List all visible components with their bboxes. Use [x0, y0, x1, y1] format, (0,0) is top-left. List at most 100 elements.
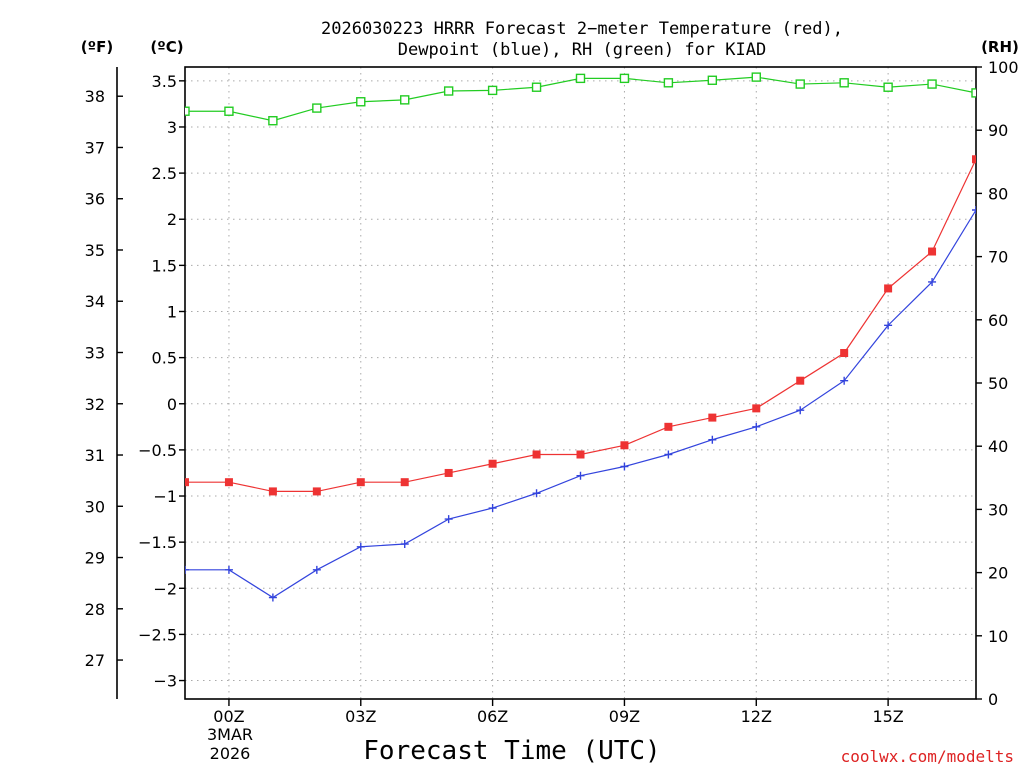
temperature-point	[185, 478, 189, 487]
dewpoint-series	[185, 206, 976, 602]
temperature-point	[268, 487, 277, 496]
temperature-point	[708, 413, 717, 422]
celsius-unit-label: (ºC)	[150, 38, 183, 56]
celsius-tick-label: 0	[167, 395, 177, 414]
dewpoint-point	[488, 504, 497, 513]
date-label-year: 2026	[210, 744, 251, 763]
x-axis: 00Z 03Z 06Z 09Z 12Z 15Z	[213, 699, 904, 726]
fahrenheit-tick-label: 35	[85, 241, 105, 260]
rh-point	[400, 95, 410, 105]
rh-point	[312, 103, 322, 113]
temperature-point	[400, 478, 409, 487]
x-tick-label: 12Z	[741, 707, 772, 726]
fahrenheit-tick-label: 38	[85, 87, 105, 106]
rh-point	[268, 116, 278, 126]
celsius-tick-label: 2.5	[152, 164, 177, 183]
rh-point	[443, 86, 454, 96]
fahrenheit-tick-label: 34	[85, 292, 105, 311]
temperature-point	[224, 478, 233, 487]
fahrenheit-tick-label: 29	[85, 549, 105, 568]
celsius-tick-label: −1.5	[138, 533, 177, 552]
celsius-tick-label: −3	[153, 672, 177, 691]
temperature-point	[356, 478, 365, 487]
temperature-point	[488, 459, 497, 468]
celsius-tick-label: 1.5	[152, 256, 177, 275]
rh-tick-label: 0	[988, 690, 998, 709]
celsius-tick-label: −1	[153, 487, 177, 506]
celsius-tick-label: 2	[167, 210, 177, 229]
dewpoint-point	[796, 406, 805, 415]
fahrenheit-tick-label: 31	[85, 446, 105, 465]
fahrenheit-axis: 38 37 36 35 34 33 32 31 30 29 28 27	[85, 87, 123, 670]
rh-point	[883, 82, 893, 92]
x-tick-label: 09Z	[609, 707, 640, 726]
celsius-tick-label: −0.5	[138, 441, 177, 460]
dewpoint-point	[884, 321, 893, 330]
temperature-point	[664, 422, 673, 431]
x-tick-label: 15Z	[872, 707, 903, 726]
dewpoint-point	[752, 422, 761, 431]
celsius-tick-label: 3	[167, 118, 177, 137]
dewpoint-point	[928, 277, 937, 286]
rh-tick-label: 50	[988, 374, 1008, 393]
temperature-point	[972, 155, 976, 164]
rh-tick-label: 70	[988, 248, 1008, 267]
rh-point	[663, 78, 674, 88]
dewpoint-point	[708, 435, 717, 444]
dewpoint-point	[532, 489, 541, 498]
dewpoint-point	[972, 206, 976, 215]
rh-tick-label: 10	[988, 627, 1008, 646]
rh-point	[487, 85, 498, 96]
x-tick-label: 03Z	[345, 707, 376, 726]
rh-point	[531, 82, 542, 92]
dewpoint-point	[444, 515, 453, 524]
dewpoint-point	[400, 539, 409, 548]
rh-point	[575, 73, 586, 84]
x-tick-label: 00Z	[213, 707, 244, 726]
temperature-point	[884, 284, 893, 293]
celsius-tick-label: −2	[153, 579, 177, 598]
rh-unit-label: (RH)	[981, 38, 1019, 56]
rh-point	[356, 97, 366, 107]
celsius-axis: 3.5 3 2.5 2 1.5 1 0.5 0 −0.5 −1 −1.5 −2 −2.5 −3	[138, 72, 185, 691]
dewpoint-point	[312, 565, 321, 574]
celsius-tick-label: −2.5	[138, 625, 177, 644]
rh-tick-label: 20	[988, 564, 1008, 583]
rh-point	[751, 72, 761, 82]
dewpoint-point	[664, 450, 673, 459]
fahrenheit-unit-label: (ºF)	[81, 38, 113, 56]
fahrenheit-tick-label: 28	[85, 600, 105, 619]
dewpoint-point	[840, 376, 849, 385]
chart-title-line2: Dewpoint (blue), RH (green) for KIAD	[398, 40, 766, 60]
date-label-month: 3MAR	[207, 725, 253, 744]
fahrenheit-tick-label: 32	[85, 395, 105, 414]
rh-point	[619, 73, 630, 84]
fahrenheit-tick-label: 27	[85, 651, 105, 670]
dewpoint-point	[268, 593, 277, 602]
temperature-series	[185, 155, 976, 496]
celsius-tick-label: 3.5	[152, 72, 177, 91]
rh-line	[185, 76, 976, 122]
rh-point	[224, 106, 234, 116]
temperature-point	[312, 487, 321, 496]
celsius-tick-label: 0.5	[152, 349, 177, 368]
chart-title-line1: 2026030223 HRRR Forecast 2−meter Tempera…	[321, 19, 843, 39]
dewpoint-point	[356, 542, 365, 551]
temperature-point	[532, 450, 541, 459]
temperature-line	[185, 159, 976, 493]
dewpoint-point	[185, 565, 189, 574]
fahrenheit-tick-label: 36	[85, 190, 105, 209]
temperature-point	[620, 441, 629, 450]
rh-tick-label: 30	[988, 500, 1008, 519]
temperature-point	[796, 376, 805, 385]
x-tick-label: 06Z	[477, 707, 508, 726]
rh-point	[707, 75, 718, 85]
fahrenheit-tick-label: 37	[85, 138, 105, 157]
temperature-point	[752, 404, 761, 413]
rh-point	[971, 88, 976, 98]
x-axis-label: Forecast Time (UTC)	[363, 736, 660, 766]
rh-point	[795, 79, 805, 89]
rh-tick-label: 40	[988, 437, 1008, 456]
